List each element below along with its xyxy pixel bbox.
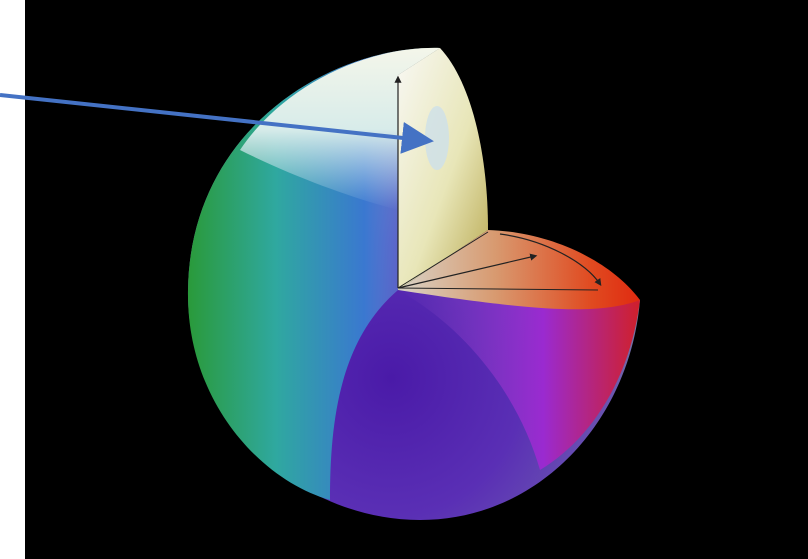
sphere-front xyxy=(398,290,640,470)
highlight xyxy=(425,106,449,170)
sphere-cap xyxy=(240,47,440,210)
axis-chroma xyxy=(397,253,538,289)
axis-depth xyxy=(397,231,489,289)
axis-horizontal xyxy=(397,287,599,291)
hue-arc xyxy=(499,233,602,286)
pointer-arrow xyxy=(0,93,434,154)
inner-wall xyxy=(398,48,488,290)
